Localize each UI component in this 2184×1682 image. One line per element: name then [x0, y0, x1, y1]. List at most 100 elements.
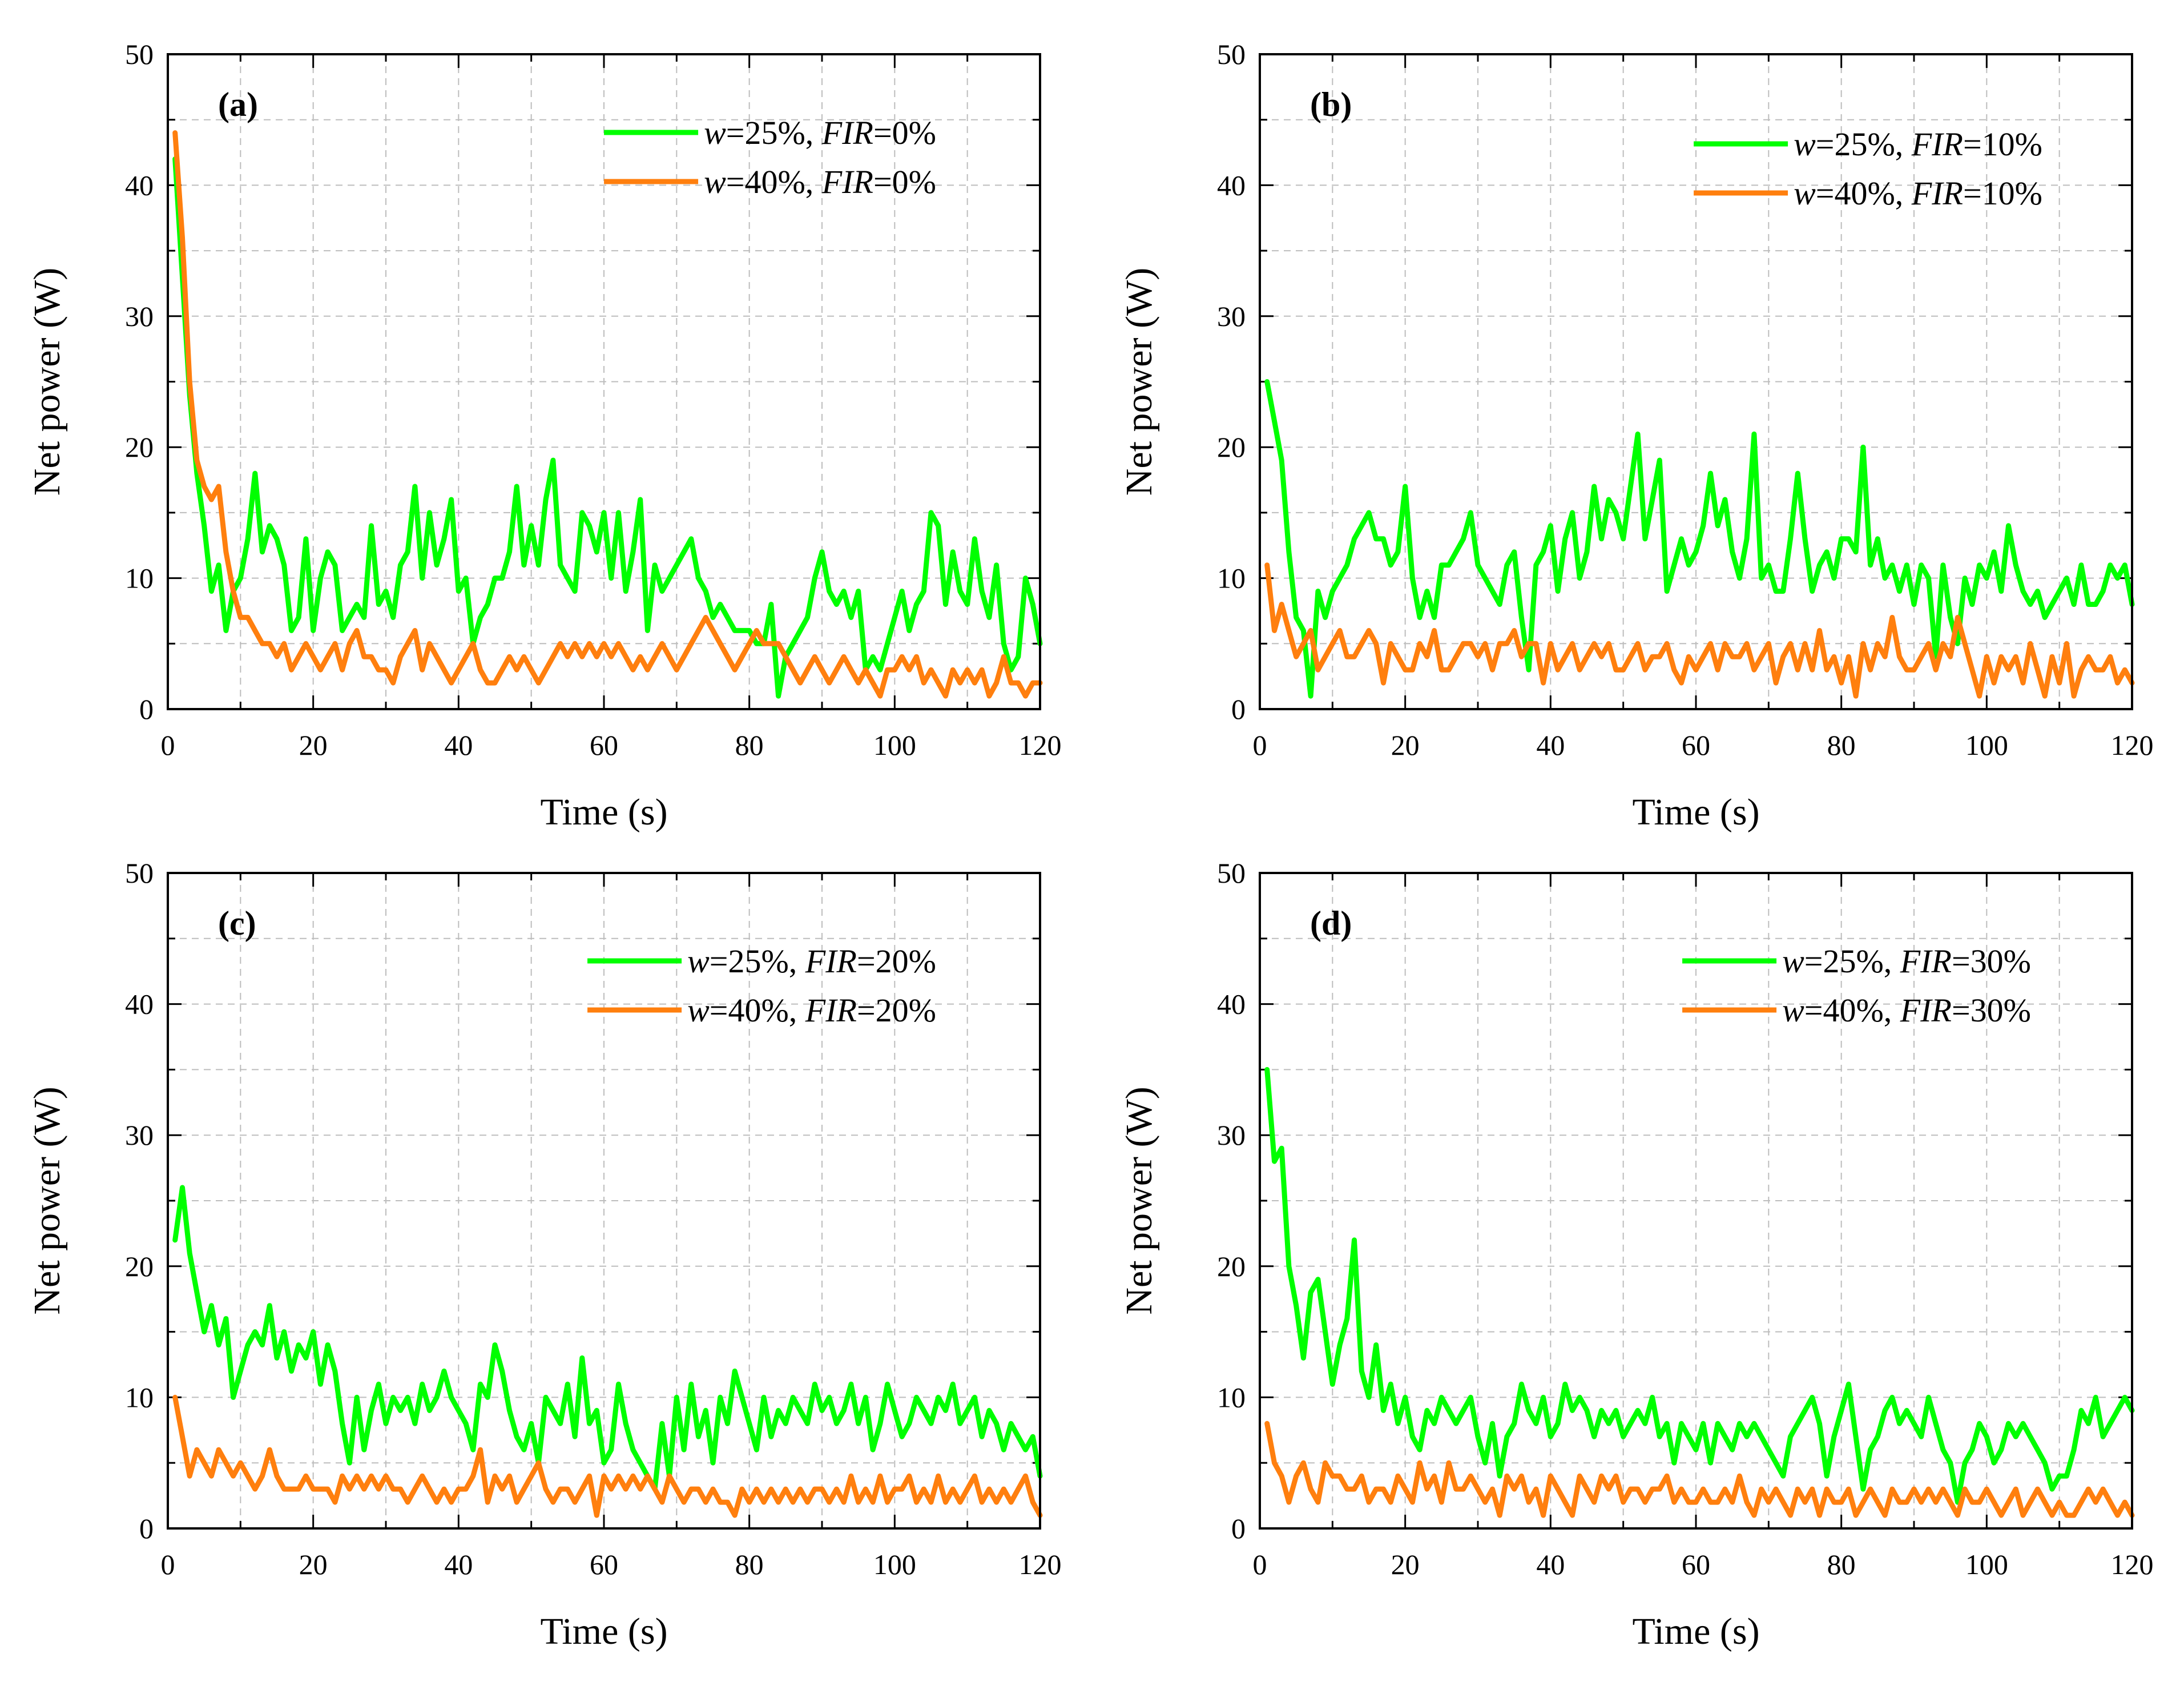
series-line-w40 — [1264, 1421, 2135, 1518]
x-tick-label: 80 — [1827, 1548, 1856, 1580]
x-tick-label: 80 — [735, 1548, 764, 1580]
legend-label-var: w — [704, 163, 726, 200]
legend-label-var: w — [687, 943, 710, 980]
chart-panel-2: 0 20 40 60 80 100 120 0 10 20 30 40 50 Time (s) Net po… — [1118, 38, 2154, 833]
x-tick-label: 40 — [444, 729, 473, 761]
legend-label-value: =40%, — [726, 163, 822, 200]
legend-label-fir: FIR — [821, 114, 873, 151]
x-axis-title: Time (s) — [1632, 1611, 1759, 1652]
y-tick-label: 0 — [139, 693, 154, 725]
legend-label-fir: FIR — [805, 943, 857, 980]
legend-label-var: w — [1794, 126, 1816, 163]
panel-label: (b) — [1310, 86, 1352, 123]
x-tick-label: 60 — [1682, 729, 1710, 761]
legend-label-fir-value: =0% — [873, 163, 936, 200]
x-tick-label: 20 — [299, 1548, 328, 1580]
legend: w=25%, FIR=10%w=40%, FIR=10% — [1694, 126, 2042, 212]
legend-label-fir-value: =20% — [857, 943, 936, 980]
legend-label: w=40%, FIR=30% — [1782, 992, 2031, 1029]
legend-label-var: w — [1782, 943, 1804, 980]
x-tick-label: 100 — [1965, 729, 2008, 761]
panel-label: (d) — [1310, 904, 1352, 942]
series-line-w40 — [172, 130, 1043, 699]
x-tick-label: 100 — [873, 729, 916, 761]
legend-label-fir: FIR — [821, 163, 873, 200]
y-tick-label: 0 — [1231, 1512, 1246, 1544]
x-tick-label: 80 — [1827, 729, 1856, 761]
legend-label-var: w — [704, 114, 726, 151]
legend-label-fir-value: =20% — [857, 992, 936, 1029]
legend-label: w=25%, FIR=10% — [1794, 126, 2042, 163]
x-tick-label: 100 — [873, 1548, 916, 1580]
legend: w=25%, FIR=30% w=40%, FIR=30% — [1682, 943, 2031, 1029]
x-tick-label: 60 — [590, 729, 618, 761]
series-line-w25 — [172, 1185, 1043, 1492]
y-tick-label: 30 — [1217, 300, 1246, 332]
x-tick-label: 80 — [735, 729, 764, 761]
legend-label-value: =25%, — [726, 114, 822, 151]
y-tick-label: 20 — [1217, 1250, 1246, 1282]
legend-label-fir-value: =0% — [873, 114, 936, 151]
series-line-w25 — [172, 156, 1043, 699]
x-tick-label: 40 — [1536, 1548, 1565, 1580]
legend-label: w=40%, FIR=0% — [704, 163, 936, 200]
series-line-w40 — [172, 1394, 1043, 1518]
legend-label-fir: FIR — [805, 992, 857, 1029]
series-line-w25 — [1264, 379, 2135, 699]
plot-frame — [1259, 53, 2133, 710]
series-line-w25 — [1264, 1067, 2135, 1505]
legend-label-fir: FIR — [1911, 175, 1963, 212]
y-tick-label: 30 — [1217, 1119, 1246, 1151]
x-tick-label: 100 — [1965, 1548, 2008, 1580]
x-tick-label: 120 — [2111, 729, 2154, 761]
legend-label-var: w — [1782, 992, 1804, 1029]
x-tick-label: 40 — [1536, 729, 1565, 761]
legend-label: w=25%, FIR=20% — [687, 943, 936, 980]
y-tick-label: 20 — [125, 1250, 154, 1282]
y-tick-label: 40 — [125, 169, 154, 201]
y-axis-title: Net power (W) — [1118, 268, 1160, 496]
y-tick-label: 10 — [1217, 1381, 1246, 1413]
y-tick-label: 30 — [125, 1119, 154, 1151]
legend-label-fir: FIR — [1900, 992, 1952, 1029]
x-tick-label: 0 — [161, 1548, 175, 1580]
legend-label-value: =25%, — [1816, 126, 1912, 163]
x-tick-label: 0 — [161, 729, 175, 761]
chart-panel-3: 0 20 40 60 80 100 120 0 10 20 30 40 50 Time (s) Net po… — [26, 857, 1062, 1652]
legend-label-fir-value: =30% — [1952, 943, 2031, 980]
y-tick-label: 0 — [139, 1512, 154, 1544]
x-axis-title: Time (s) — [1632, 791, 1759, 833]
chart-panel-4: 0 20 40 60 80 100 120 0 10 20 30 40 50 Time (s) Net po… — [1118, 857, 2154, 1652]
y-axis-title: Net power (W) — [26, 268, 68, 496]
legend-label-fir-value: =10% — [1963, 126, 2042, 163]
y-tick-label: 20 — [1217, 431, 1246, 463]
legend-label-fir-value: =10% — [1963, 175, 2042, 212]
y-tick-label: 30 — [125, 300, 154, 332]
x-tick-label: 0 — [1253, 1548, 1267, 1580]
x-tick-label: 20 — [299, 729, 328, 761]
legend-label-var: w — [1794, 175, 1816, 212]
panel-label: (a) — [218, 86, 258, 123]
legend-label-value: =40%, — [710, 992, 805, 1029]
x-tick-label: 20 — [1391, 1548, 1420, 1580]
y-tick-label: 50 — [125, 857, 154, 889]
y-tick-label: 10 — [1217, 562, 1246, 594]
y-tick-label: 10 — [125, 562, 154, 594]
y-tick-label: 10 — [125, 1381, 154, 1413]
legend-label: w=25%, FIR=0% — [704, 114, 936, 151]
legend: w=25%, FIR=20%w=40%, FIR=20% — [587, 943, 936, 1029]
plot-frame — [1259, 872, 2133, 1530]
chart-panel-1: 0 20 40 60 80 100 120 0 10 20 30 40 50 Time (s) Net po… — [26, 38, 1062, 833]
legend-label-value: =40%, — [1816, 175, 1912, 212]
x-tick-label: 40 — [444, 1548, 473, 1580]
plot-frame — [167, 53, 1041, 710]
plot-frame — [167, 872, 1041, 1530]
legend: w=25%, FIR=0%w=40%, FIR=0% — [604, 114, 936, 200]
legend-label-value: =25%, — [1804, 943, 1900, 980]
legend-label: w=25%, FIR=30% — [1782, 943, 2031, 980]
x-tick-label: 20 — [1391, 729, 1420, 761]
x-tick-label: 60 — [1682, 1548, 1710, 1580]
x-tick-label: 120 — [2111, 1548, 2154, 1580]
legend-label: w=40%, FIR=20% — [687, 992, 936, 1029]
